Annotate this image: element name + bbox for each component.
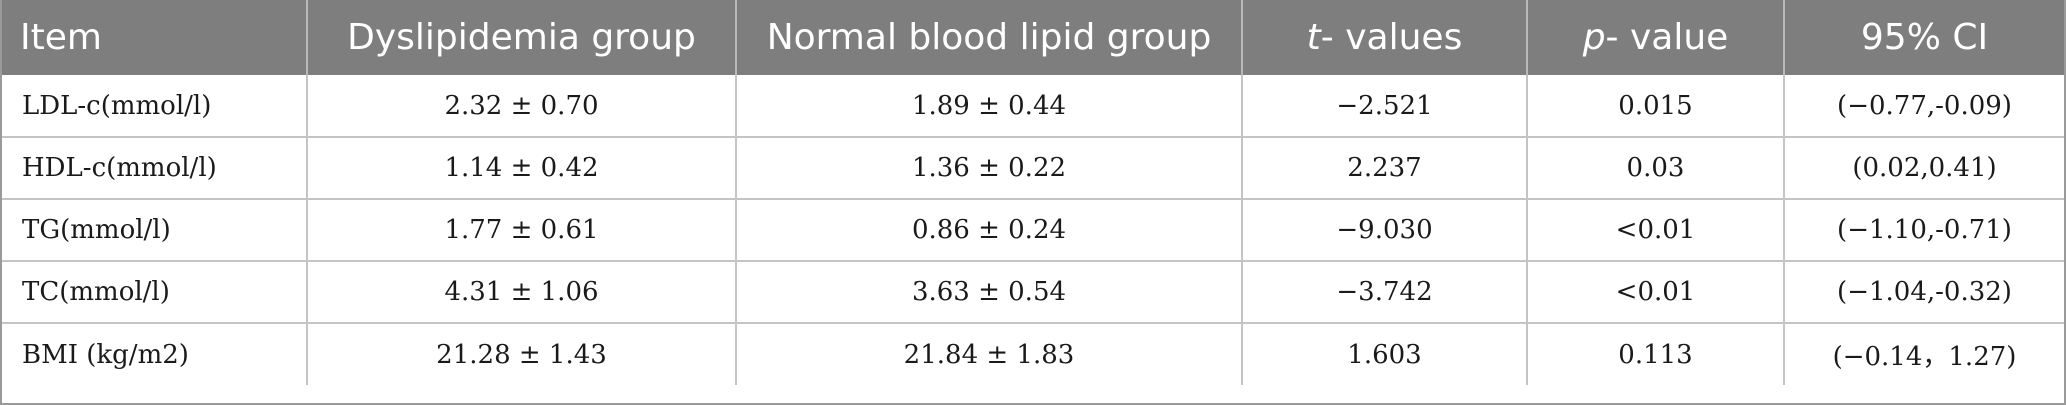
cell-p-value: <0.01 <box>1526 198 1784 261</box>
cell-dyslipidemia: 1.77 ± 0.61 <box>306 198 736 261</box>
table-row: LDL-c(mmol/l) 2.32 ± 0.70 1.89 ± 0.44 −2… <box>2 75 2064 137</box>
cell-normal: 3.63 ± 0.54 <box>735 260 1242 323</box>
table-header: Item Dyslipidemia group Normal blood lip… <box>2 0 2064 75</box>
table-row: HDL-c(mmol/l) 1.14 ± 0.42 1.36 ± 0.22 2.… <box>2 136 2064 199</box>
cell-dyslipidemia: 2.32 ± 0.70 <box>306 75 736 137</box>
cell-p-value: 0.03 <box>1526 136 1784 199</box>
cell-ci: (−0.77,-0.09) <box>1783 75 2064 137</box>
cell-t-value: 1.603 <box>1241 322 1527 385</box>
cell-item: TG(mmol/l) <box>2 198 307 261</box>
header-p-symbol: p <box>1582 17 1606 58</box>
header-item: Item <box>20 17 102 58</box>
cell-dyslipidemia: 4.31 ± 1.06 <box>306 260 736 323</box>
cell-p-value: 0.113 <box>1526 322 1784 385</box>
cell-t-value: 2.237 <box>1241 136 1527 199</box>
header-dyslipidemia-group: Dyslipidemia group <box>306 0 736 75</box>
header-p-label: - value <box>1605 17 1729 58</box>
header-normal-lipid-group: Normal blood lipid group <box>735 0 1242 75</box>
cell-normal: 0.86 ± 0.24 <box>735 198 1242 261</box>
cell-t-value: −3.742 <box>1241 260 1527 323</box>
cell-p-value: <0.01 <box>1526 260 1784 323</box>
cell-item: LDL-c(mmol/l) <box>22 90 212 121</box>
lipid-comparison-table: Item Dyslipidemia group Normal blood lip… <box>2 0 2064 385</box>
cell-normal: 1.36 ± 0.22 <box>735 136 1242 199</box>
cell-ci: (−1.04,-0.32) <box>1783 260 2064 323</box>
header-t-symbol: t <box>1306 17 1321 58</box>
header-t-label: - values <box>1320 17 1463 58</box>
cell-dyslipidemia: 1.14 ± 0.42 <box>306 136 736 199</box>
cell-item: BMI (kg/m2) <box>2 322 307 385</box>
cell-item: TC(mmol/l) <box>2 260 307 323</box>
cell-t-value: −9.030 <box>1241 198 1527 261</box>
header-row: Item Dyslipidemia group Normal blood lip… <box>2 0 2064 75</box>
cell-item: HDL-c(mmol/l) <box>2 136 307 199</box>
header-t-values: t- values <box>1241 0 1527 75</box>
cell-normal: 1.89 ± 0.44 <box>735 75 1242 137</box>
table-row: TC(mmol/l) 4.31 ± 1.06 3.63 ± 0.54 −3.74… <box>2 260 2064 323</box>
cell-p-value: 0.015 <box>1526 75 1784 137</box>
header-p-value: p- value <box>1526 0 1784 75</box>
cell-dyslipidemia: 21.28 ± 1.43 <box>306 322 736 385</box>
cell-ci: (−1.10,-0.71) <box>1783 198 2064 261</box>
cell-t-value: −2.521 <box>1241 75 1527 137</box>
cell-ci: (−0.14，1.27) <box>1783 322 2064 385</box>
table-row: BMI (kg/m2) 21.28 ± 1.43 21.84 ± 1.83 1.… <box>2 322 2064 385</box>
header-95-ci: 95% CI <box>1783 0 2064 75</box>
cell-ci: (0.02,0.41) <box>1783 136 2064 199</box>
cell-normal: 21.84 ± 1.83 <box>735 322 1242 385</box>
table-body: LDL-c(mmol/l) 2.32 ± 0.70 1.89 ± 0.44 −2… <box>2 75 2064 385</box>
table-row: TG(mmol/l) 1.77 ± 0.61 0.86 ± 0.24 −9.03… <box>2 198 2064 261</box>
